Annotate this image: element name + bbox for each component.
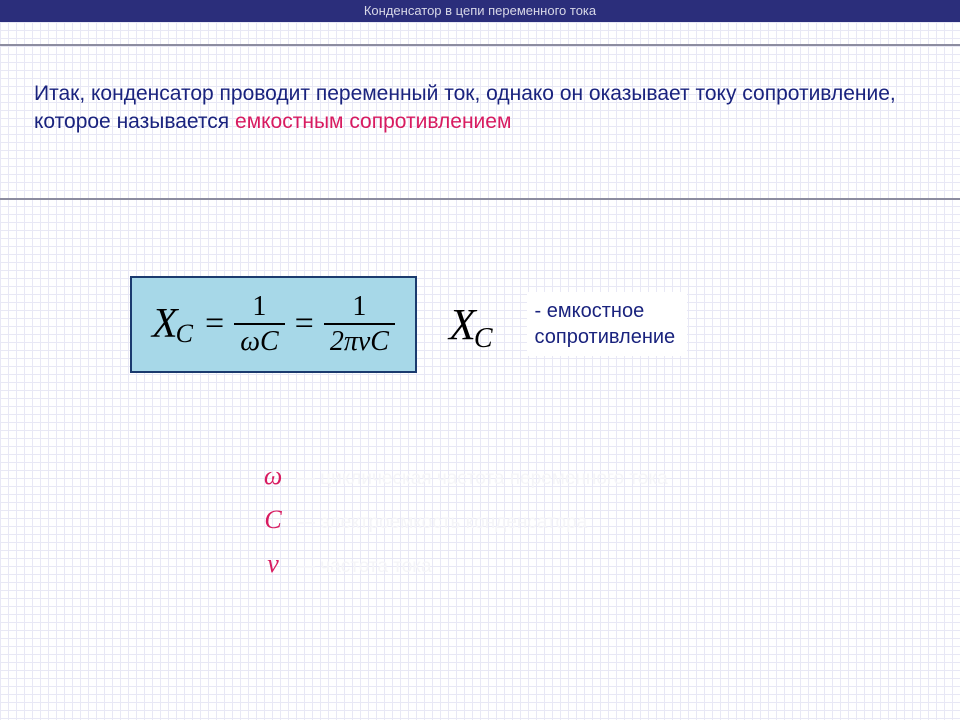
xc-symbol: XC [449,299,495,350]
intro-highlight: емкостным сопротивлением [235,110,511,133]
symbol-legend: ω — циклическая частота переменного тока… [260,454,668,587]
divider-top [0,44,960,46]
legend-row: ν — частота тока [260,542,668,586]
legend-sym-nu: ν [260,542,286,586]
xc-def-line2: сопротивление [535,326,676,348]
xc-def-line1: - емкостное [535,300,645,322]
capacitive-reactance-formula: XC = 1 ωC = 1 2πνC [130,276,417,373]
legend-desc-nu: — частота тока [296,551,432,583]
slide-title-bar: Конденсатор в цепи переменного тока [0,0,960,22]
formula-frac1: 1 ωC [234,292,284,357]
xc-sub: C [474,323,493,355]
legend-sym-c: C [260,498,286,542]
frac1-num: 1 [246,292,272,323]
frac2-num: 1 [346,292,372,323]
intro-paragraph: Итак, конденсатор проводит переменный то… [34,80,920,137]
formula-lhs-var: X [152,300,178,348]
slide-title: Конденсатор в цепи переменного тока [364,3,596,18]
xc-var: X [449,299,476,350]
xc-definition: - емкостное сопротивление [527,292,688,356]
formula-row: XC = 1 ωC = 1 2πνC XC - емкостное сопрот… [130,276,920,373]
formula-eq1: = [205,305,224,343]
formula-lhs-sub: C [176,319,193,349]
frac1-den: ωC [234,325,284,356]
frac2-den: 2πνC [324,325,395,356]
legend-desc-c: — электроемкость конденсатора [296,507,587,539]
formula-eq2: = [295,305,314,343]
legend-desc-omega: — циклическая частота переменного тока [296,463,668,495]
formula-frac2: 1 2πνC [324,292,395,357]
legend-sym-omega: ω [260,454,286,498]
legend-row: ω — циклическая частота переменного тока [260,454,668,498]
divider-mid [0,198,960,200]
legend-row: C — электроемкость конденсатора [260,498,668,542]
